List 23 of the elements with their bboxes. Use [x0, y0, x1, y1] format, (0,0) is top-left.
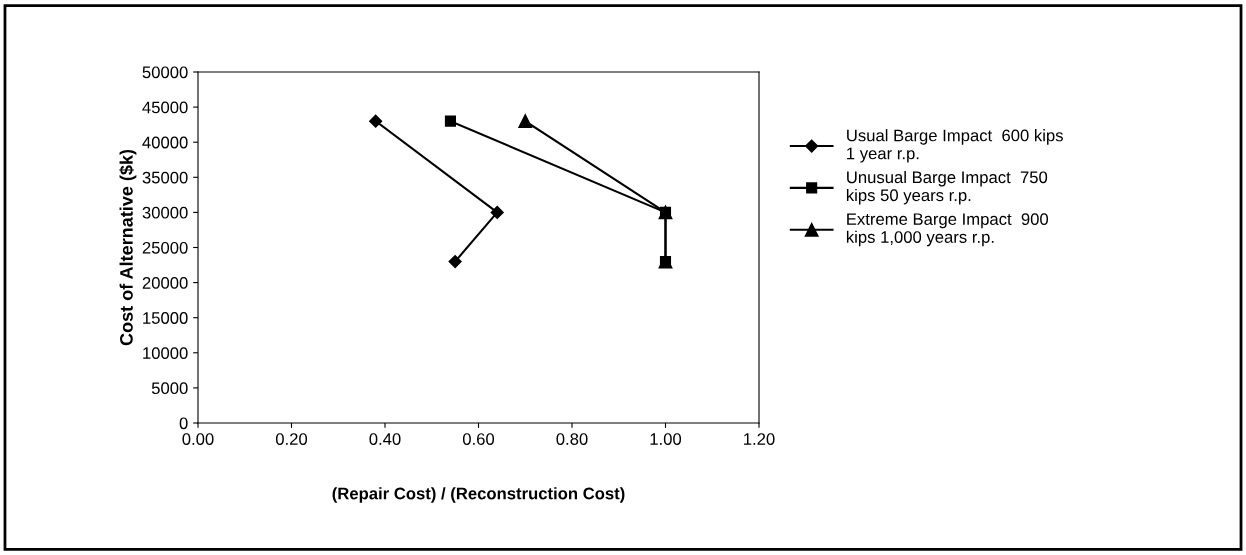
y-tick-label: 35000 — [142, 171, 188, 184]
x-tick-label: 0.20 — [275, 433, 308, 445]
y-tick-label: 30000 — [142, 206, 188, 219]
y-tick-label: 25000 — [142, 241, 188, 254]
x-tick-label: 0.60 — [462, 433, 495, 445]
y-axis-title: Cost of Alternative ($k) — [119, 149, 137, 346]
y-tick-label: 40000 — [142, 136, 188, 149]
x-tick-label: 1.00 — [650, 433, 682, 445]
y-tick-label: 0 — [179, 417, 188, 430]
legend-label: Unusual Barge Impact 750 kips 50 years r.p. — [846, 170, 1048, 205]
x-tick-label: 0.00 — [182, 433, 214, 445]
y-tick-label: 45000 — [142, 101, 188, 114]
x-tick-label: 1.20 — [744, 433, 775, 445]
legend-label: Usual Barge Impact 600 kips 1 year r.p. — [847, 129, 1063, 163]
x-tick-label: 0.80 — [556, 433, 588, 445]
x-tick-label: 0.40 — [369, 433, 401, 445]
y-tick-label: 50000 — [142, 66, 188, 79]
y-tick-label: 10000 — [143, 347, 188, 359]
y-tick-label: 20000 — [142, 277, 188, 289]
legend-label: Extreme Barge Impact 900 kips 1,000 years r.p. — [846, 213, 1049, 247]
y-tick-label: 15000 — [143, 312, 188, 324]
y-tick-label: 5000 — [151, 382, 188, 395]
x-axis-title: (Repair Cost) / (Reconstruction Cost) — [332, 487, 625, 503]
